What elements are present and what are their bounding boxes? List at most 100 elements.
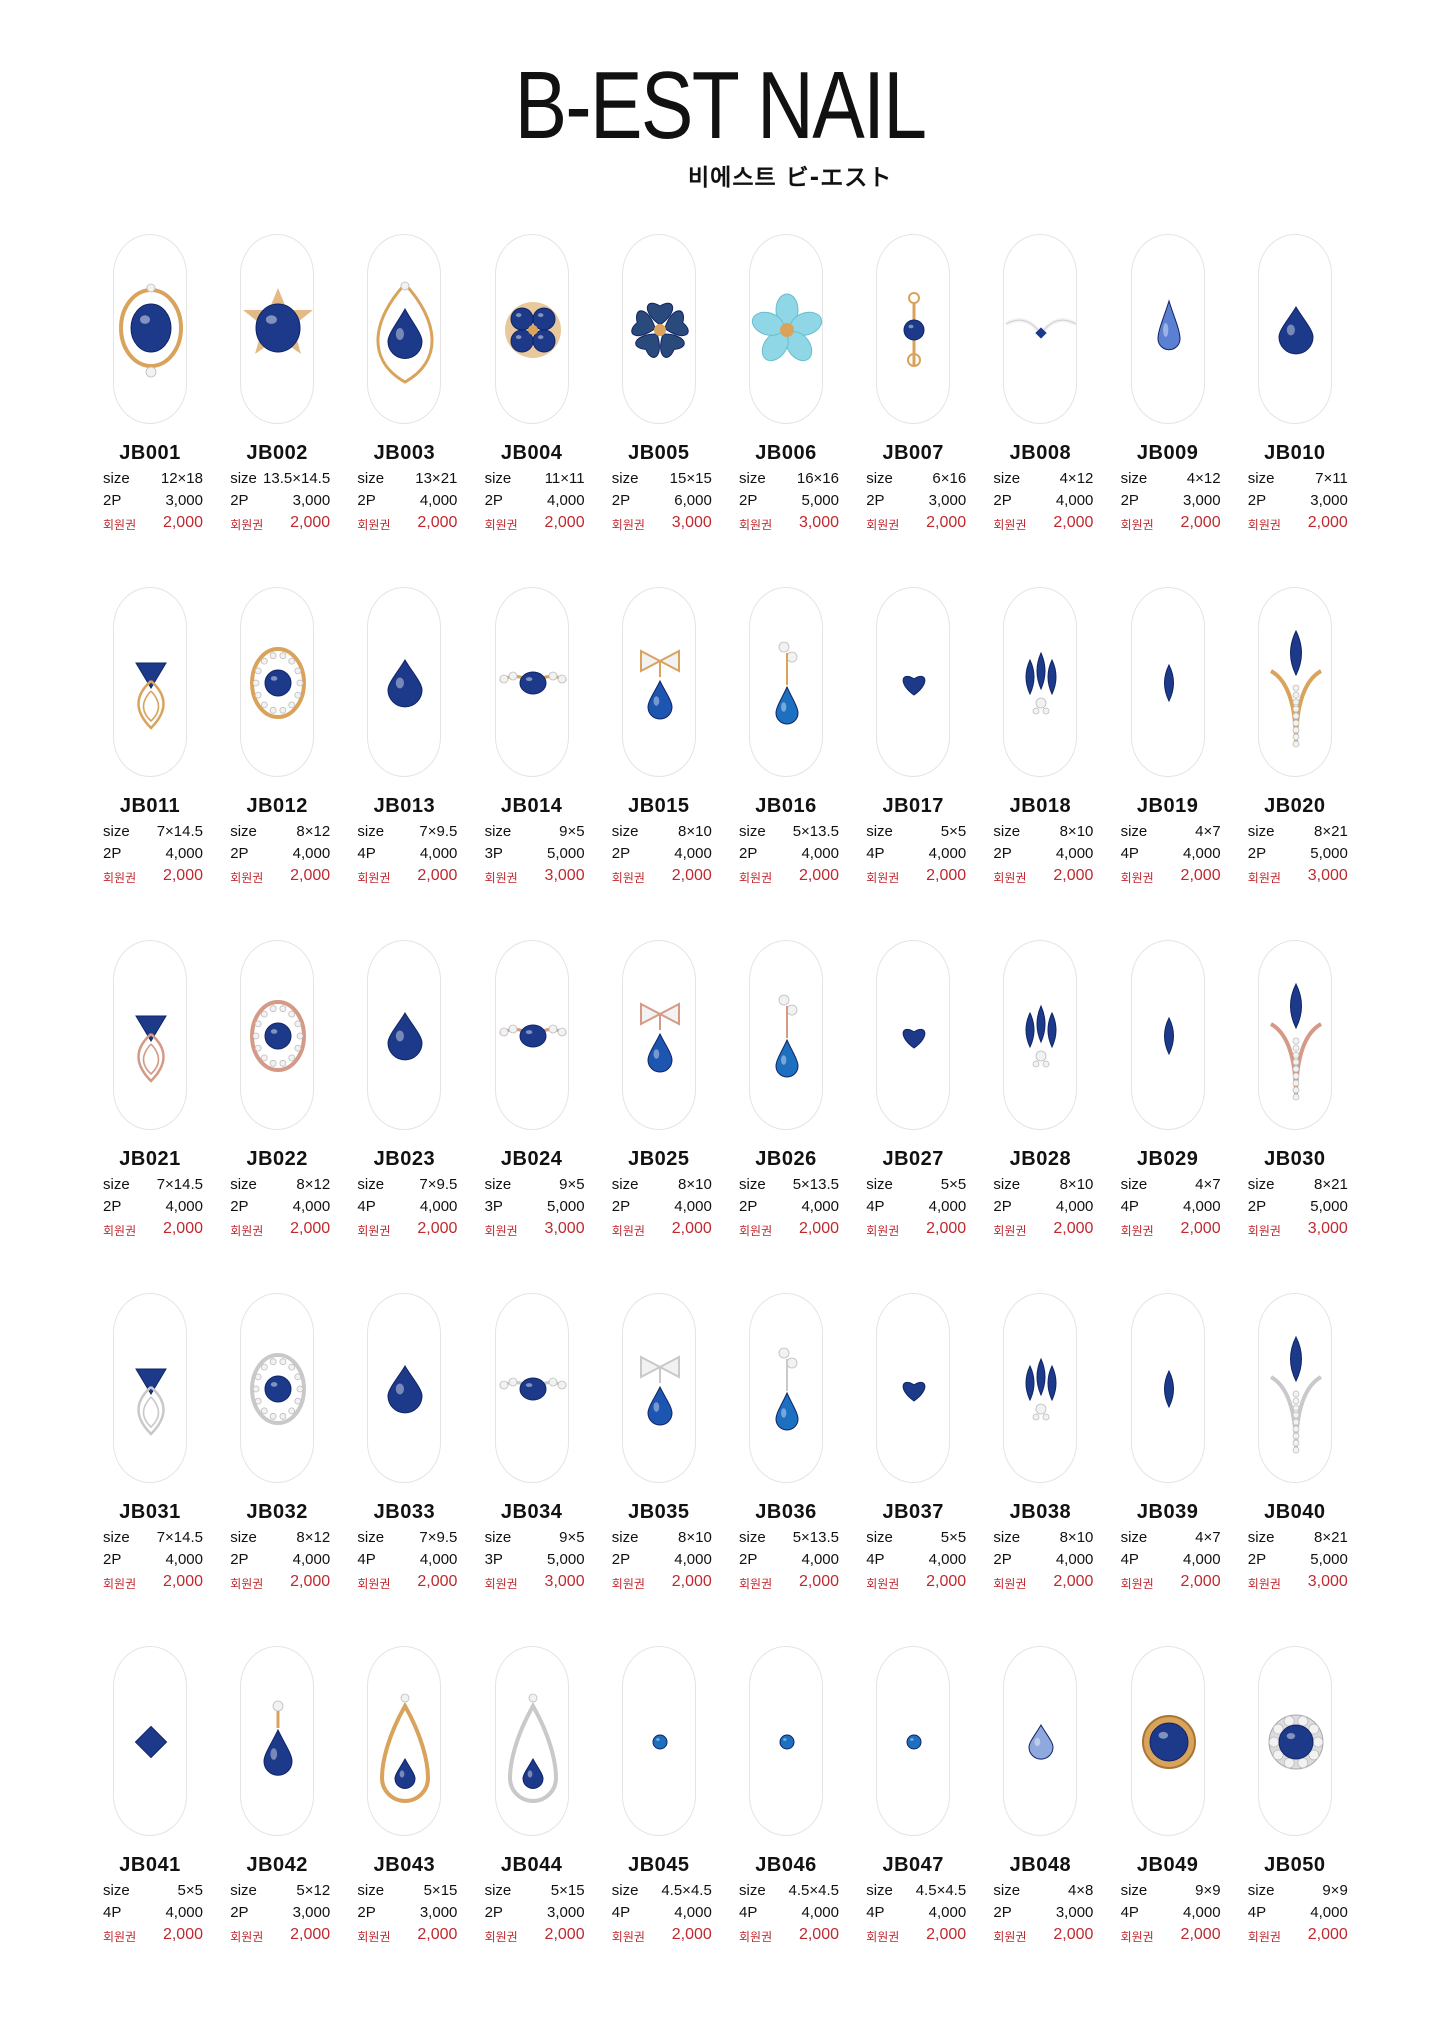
price: 3,000 [1055, 1904, 1094, 1921]
member-price: 2,000 [1180, 514, 1221, 531]
nail-tip-preview [1003, 940, 1078, 1130]
nail-tip-preview [367, 234, 442, 424]
quantity: 4P [866, 1198, 885, 1215]
size-value: 5×13.5 [792, 823, 839, 840]
member-price: 2,000 [1053, 1573, 1094, 1590]
nail-tip-preview [876, 1646, 951, 1836]
price: 4,000 [1183, 1904, 1221, 1921]
member-label: 회원권 [230, 1930, 264, 1944]
nail-tip-preview [367, 940, 442, 1130]
price: 4,000 [801, 845, 839, 862]
product-code: JB008 [1009, 442, 1072, 464]
size-label: size [993, 823, 1021, 840]
nail-tip-preview [1130, 587, 1205, 777]
product-card: JB046 size 4.5×4.5 4P 4,000 회원권 2,000 [731, 1646, 858, 1976]
quantity: 4P [1120, 845, 1139, 862]
size-value: 13.5×14.5 [263, 470, 331, 487]
member-label: 회원권 [484, 1577, 518, 1591]
quantity: 4P [357, 845, 376, 862]
size-value: 9×9 [1195, 1882, 1221, 1899]
product-card: JB023 size 7×9.5 4P 4,000 회원권 2,000 [349, 940, 476, 1270]
size-label: size [484, 1529, 512, 1546]
size-value: 4×7 [1195, 823, 1221, 840]
price: 5,000 [547, 845, 585, 862]
quantity: 2P [103, 1198, 122, 1215]
quantity: 4P [1120, 1551, 1139, 1568]
size-label: size [866, 823, 893, 840]
price: 4,000 [1183, 1198, 1221, 1215]
price: 5,000 [547, 1551, 585, 1568]
member-price: 2,000 [926, 1220, 967, 1237]
size-value: 7×14.5 [156, 1176, 203, 1193]
product-card: JB039 size 4×7 4P 4,000 회원권 2,000 [1113, 1293, 1240, 1623]
quantity: 2P [1247, 1551, 1267, 1568]
member-price: 2,000 [1053, 1926, 1094, 1943]
turquoise-flower-icon [751, 293, 823, 362]
member-price: 2,000 [162, 1573, 203, 1590]
nail-tip-preview [240, 234, 315, 424]
quantity: 4P [1120, 1198, 1139, 1215]
round-sapphire-crystal-halo-icon [1268, 1714, 1324, 1770]
product-card: JB037 size 5×5 4P 4,000 회원권 2,000 [858, 1293, 985, 1623]
size-value: 9×5 [559, 1176, 585, 1193]
nail-tip-preview [113, 940, 187, 1130]
product-code: JB018 [1009, 795, 1072, 817]
member-price: 2,000 [926, 1573, 967, 1590]
price: 4,000 [547, 492, 585, 509]
member-label: 회원권 [993, 518, 1027, 532]
member-label: 회원권 [993, 1577, 1027, 1591]
member-label: 회원권 [357, 1577, 391, 1591]
product-card: JB026 size 5×13.5 2P 4,000 회원권 2,000 [731, 940, 858, 1270]
nail-tip-preview [876, 587, 951, 777]
product-card: JB048 size 4×8 2P 3,000 회원권 2,000 [985, 1646, 1112, 1976]
product-card: JB049 size 9×9 4P 4,000 회원권 2,000 [1113, 1646, 1240, 1976]
member-price: 3,000 [1307, 1220, 1348, 1237]
member-price: 3,000 [1307, 867, 1348, 884]
member-price: 2,000 [417, 1220, 458, 1237]
nail-tip-preview [1130, 940, 1205, 1130]
quantity: 2P [357, 1904, 376, 1921]
quantity: 2P [484, 492, 503, 509]
price: 4,000 [1055, 845, 1094, 862]
product-card: JB010 size 7×11 2P 3,000 회원권 2,000 [1240, 234, 1367, 564]
member-label: 회원권 [866, 1224, 900, 1238]
size-value: 7×9.5 [419, 1529, 458, 1546]
product-code: JB010 [1264, 442, 1326, 464]
member-price: 2,000 [1053, 867, 1094, 884]
size-label: size [357, 1176, 385, 1193]
size-label: size [1120, 823, 1148, 840]
product-card: JB009 size 4×12 2P 3,000 회원권 2,000 [1113, 234, 1240, 564]
member-price: 2,000 [671, 1220, 712, 1237]
member-label: 회원권 [611, 1930, 645, 1944]
marquise-sapphire-rose-icon [1163, 1016, 1174, 1056]
size-value: 8×10 [1059, 1176, 1094, 1193]
product-code: JB031 [119, 1501, 181, 1523]
product-card: JB044 size 5×15 2P 3,000 회원권 2,000 [477, 1646, 604, 1976]
size-label: size [230, 1176, 257, 1193]
size-label: size [993, 1882, 1021, 1899]
product-card: JB034 size 9×5 3P 5,000 회원권 3,000 [477, 1293, 604, 1623]
member-label: 회원권 [866, 871, 900, 885]
quantity: 4P [103, 1904, 122, 1921]
nail-tip-preview [1257, 1646, 1332, 1836]
quantity: 2P [611, 492, 631, 509]
quantity: 2P [993, 1198, 1012, 1215]
nail-tip-preview [494, 234, 569, 424]
nail-tip-preview [621, 1293, 696, 1483]
member-label: 회원권 [1120, 1930, 1154, 1944]
leaf-cluster-sapphire-rose-icon [1025, 1004, 1057, 1068]
size-label: size [484, 823, 512, 840]
quantity: 2P [739, 492, 758, 509]
size-value: 5×5 [940, 1176, 967, 1193]
teardrop-frame-silver-icon [507, 1693, 558, 1803]
member-label: 회원권 [103, 1224, 137, 1238]
bow-drop-silver-icon [639, 1355, 680, 1426]
size-label: size [866, 1176, 893, 1193]
product-code: JB004 [500, 442, 563, 464]
quantity: 2P [103, 1551, 122, 1568]
price: 3,000 [1310, 492, 1348, 509]
nail-tip-preview [494, 1293, 569, 1483]
product-code: JB026 [755, 1148, 817, 1170]
size-value: 5×13.5 [792, 1176, 839, 1193]
brand-name: B-EST NAIL [514, 52, 928, 159]
